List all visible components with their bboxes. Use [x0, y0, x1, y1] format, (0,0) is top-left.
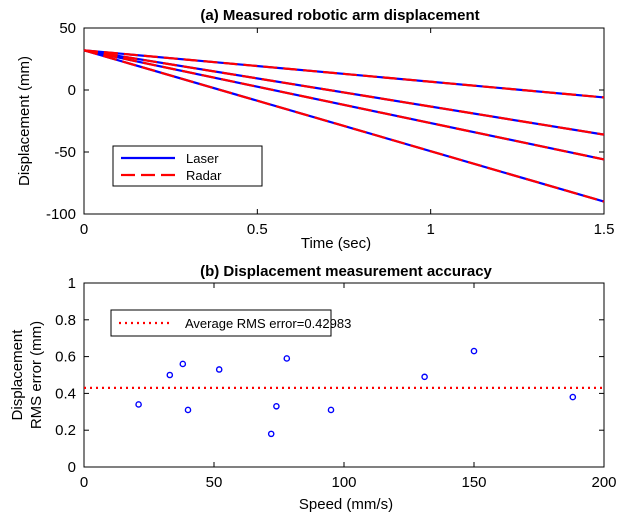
- rms-error-point: [421, 373, 428, 381]
- panel-b-ytick-label: 0: [68, 459, 76, 476]
- panel-b-ytick-label: 0.6: [55, 349, 76, 366]
- panel-b-ylabel-line2: RMS error (mm): [28, 321, 45, 429]
- panel-b-ytick-label: 1: [68, 275, 76, 292]
- panel-b: (b) Displacement measurement accuracy 0 5…: [9, 263, 617, 513]
- panel-a-ylabel: Displacement (mm): [16, 56, 33, 186]
- series-radar-line: [83, 49, 605, 161]
- panel-b-ylabel-line1: Displacement: [9, 329, 26, 421]
- panel-b-points: [135, 347, 577, 438]
- panel-a-xtick-label: 0.5: [247, 221, 268, 238]
- panel-b-ytick-label: 0.4: [55, 385, 76, 402]
- rms-error-point: [184, 406, 192, 414]
- rms-error-point: [215, 366, 223, 373]
- legend-average-label: Average RMS error=0.42983: [185, 316, 351, 331]
- panel-b-legend: Average RMS error=0.42983: [110, 309, 351, 337]
- series-radar-line: [83, 49, 605, 136]
- panel-a-legend-box: [112, 145, 263, 187]
- panel-a-ticks: 0 0.5 1 1.5 -100 -50 0 50: [46, 20, 614, 238]
- panel-b-title: (b) Displacement measurement accuracy: [200, 263, 492, 280]
- rms-error-point: [327, 406, 335, 414]
- panel-b-xtick-label: 150: [461, 474, 486, 491]
- panel-b-legend-box: [110, 309, 332, 337]
- panel-a-ytick-label: -50: [54, 144, 76, 161]
- legend-radar-label: Radar: [186, 168, 222, 183]
- rms-error-point: [166, 371, 174, 379]
- panel-a-ytick-label: 0: [68, 82, 76, 99]
- panel-a-legend: Laser Radar: [112, 145, 263, 187]
- panel-b-xtick-label: 0: [80, 474, 88, 491]
- panel-a-ytick-label: 50: [59, 20, 76, 37]
- rms-error-point: [470, 347, 478, 355]
- panel-a-xtick-label: 0: [80, 221, 88, 238]
- panel-b-xtick-label: 200: [591, 474, 616, 491]
- panel-a-xtick-label: 1: [426, 221, 434, 238]
- rms-error-point: [273, 402, 280, 410]
- panel-b-xtick-label: 100: [331, 474, 356, 491]
- rms-error-point: [569, 393, 577, 401]
- panel-a-title: (a) Measured robotic arm displacement: [200, 7, 479, 24]
- panel-a-lines: [83, 49, 605, 203]
- rms-error-point: [135, 401, 142, 408]
- rms-error-point: [179, 360, 187, 368]
- panel-b-xlabel: Speed (mm/s): [299, 496, 393, 513]
- series-radar-line: [83, 49, 605, 99]
- panel-b-ytick-label: 0.8: [55, 312, 76, 329]
- legend-laser-label: Laser: [186, 151, 219, 166]
- panel-b-ytick-label: 0.2: [55, 422, 76, 439]
- rms-error-point: [267, 430, 275, 438]
- panel-a-ytick-label: -100: [46, 206, 76, 223]
- rms-error-point: [283, 355, 291, 362]
- panel-b-ticks: 0 50 100 150 200 0 0.2 0.4 0.6 0.8 1: [55, 275, 616, 491]
- panel-b-xtick-label: 50: [206, 474, 223, 491]
- panel-a-xlabel: Time (sec): [301, 235, 371, 252]
- panel-a-xtick-label: 1.5: [594, 221, 615, 238]
- series-radar-line: [83, 49, 605, 203]
